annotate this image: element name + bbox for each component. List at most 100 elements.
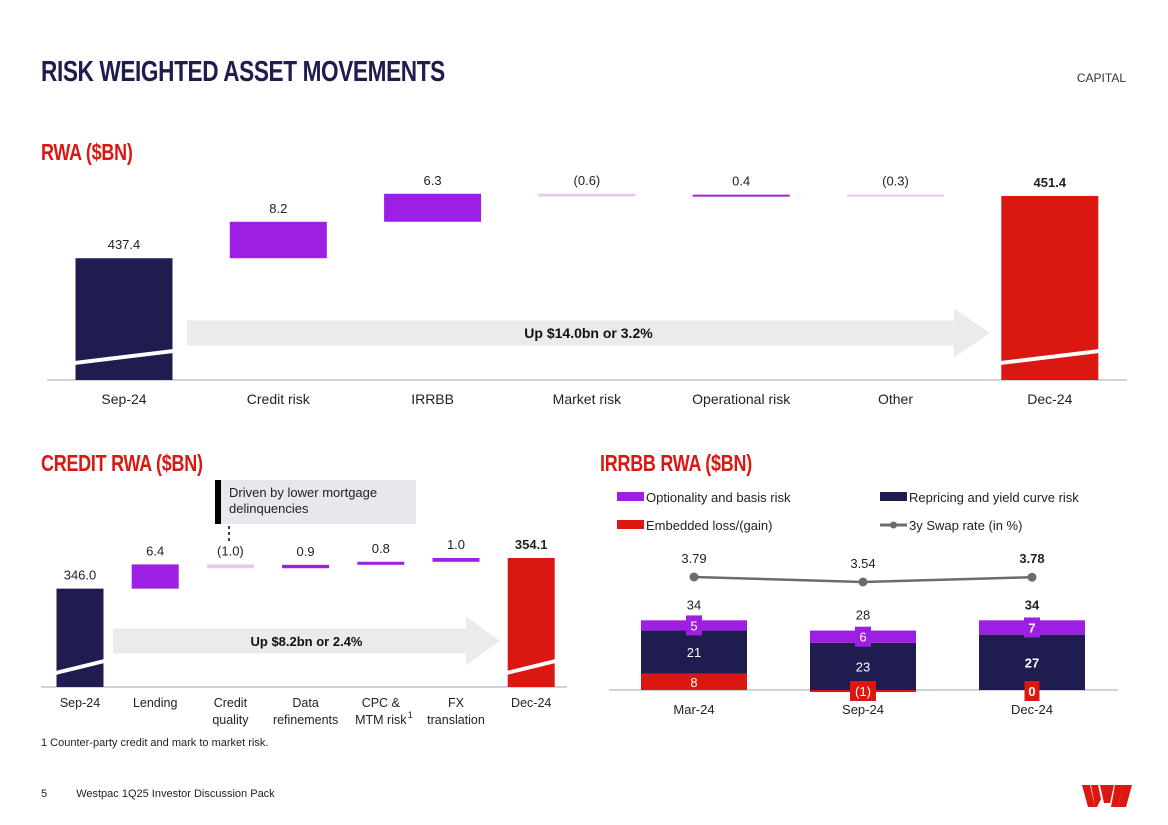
axis-break: [506, 659, 556, 675]
swap-rate-point: [858, 577, 868, 587]
repricing-bar: [979, 634, 1085, 690]
data-label: 451.4: [1034, 175, 1067, 190]
data-label: 0.8: [372, 541, 390, 556]
waterfall-bar: [847, 194, 944, 197]
embedded-label-box: [1024, 681, 1040, 701]
legend-swatch: [880, 492, 907, 501]
category-label: translation: [427, 713, 485, 727]
swap-rate-point: [689, 572, 699, 582]
growth-arrow: [187, 308, 990, 358]
footnote-marker: 1: [408, 710, 413, 720]
rwa-chart-title: RWA ($BN): [41, 139, 133, 165]
embedded-label: 8: [690, 675, 697, 690]
category-label: Sep-24: [101, 391, 146, 407]
waterfall-bar: [282, 564, 330, 569]
data-label: 437.4: [108, 237, 141, 252]
credit-quality-callout: Driven by lower mortgage delinquencies: [215, 480, 416, 524]
optionality-label: 6: [859, 630, 866, 645]
waterfall-bar: [56, 588, 104, 687]
category-label: MTM risk: [355, 713, 407, 727]
data-label: 6.3: [424, 173, 442, 188]
optionality-bar: [979, 620, 1085, 635]
axis-break: [74, 349, 174, 365]
legend-swatch: [617, 492, 644, 501]
section-label: CAPITAL: [1076, 71, 1126, 85]
embedded-loss-bar: [641, 673, 747, 690]
category-label: IRRBB: [411, 391, 454, 407]
category-label: Market risk: [553, 391, 622, 407]
category-label: quality: [212, 713, 249, 727]
waterfall-bar: [357, 561, 405, 565]
growth-annotation: Up $14.0bn or 3.2%: [524, 325, 653, 341]
category-label: Operational risk: [692, 391, 791, 407]
embedded-label-box: [850, 681, 876, 701]
waterfall-bar: [206, 564, 254, 569]
category-label: Dec-24: [511, 696, 551, 710]
repricing-label: 23: [856, 659, 870, 674]
data-label: (0.3): [882, 174, 909, 189]
repricing-label: 27: [1025, 655, 1039, 670]
repricing-bar: [641, 630, 747, 674]
credit-rwa-chart-title: CREDIT RWA ($BN): [41, 450, 203, 476]
swap-rate-line: [693, 575, 1033, 584]
embedded-gain-bar: [810, 690, 916, 693]
optionality-label-box: [1024, 617, 1040, 638]
legend-label: 3y Swap rate (in %): [909, 518, 1022, 533]
swap-rate-label: 3.79: [681, 551, 706, 566]
waterfall-bar: [432, 558, 480, 562]
westpac-logo-icon: [1082, 785, 1132, 807]
category-label: Credit: [214, 696, 248, 710]
optionality-label-box: [686, 615, 702, 636]
waterfall-bar: [692, 194, 790, 197]
category-label: Other: [878, 391, 913, 407]
data-label: 8.2: [269, 201, 287, 216]
optionality-bar: [810, 630, 916, 643]
waterfall-bar: [75, 258, 173, 380]
swap-rate-label: 3.54: [850, 556, 875, 571]
page-title: RISK WEIGHTED ASSET MOVEMENTS: [41, 56, 445, 88]
waterfall-bar: [507, 558, 555, 687]
optionality-label: 5: [690, 618, 697, 633]
data-label: 0.9: [297, 544, 315, 559]
growth-arrow: [113, 616, 500, 666]
data-label: (1.0): [217, 543, 244, 558]
embedded-label: (1): [855, 684, 871, 699]
footer-text: Westpac 1Q25 Investor Discussion Pack: [76, 788, 275, 800]
axis-break: [1000, 349, 1100, 365]
waterfall-bar: [538, 193, 636, 197]
swap-rate-label: 3.78: [1019, 551, 1044, 566]
optionality-bar: [641, 620, 747, 631]
legend-label: Optionality and basis risk: [646, 490, 791, 505]
swap-rate-point: [1027, 572, 1037, 582]
waterfall-bar: [1001, 196, 1099, 380]
category-label: Sep-24: [842, 702, 884, 717]
footer: 5 Westpac 1Q25 Investor Discussion Pack: [41, 788, 301, 800]
data-label: (0.6): [574, 173, 601, 188]
legend-label: Embedded loss/(gain): [646, 518, 772, 533]
irrbb-rwa-chart-title: IRRBB RWA ($BN): [600, 450, 752, 476]
axis-break: [55, 659, 105, 675]
data-label: 0.4: [732, 174, 750, 189]
total-label: 28: [856, 608, 870, 623]
legend-swatch: [617, 520, 644, 529]
total-label: 34: [687, 597, 701, 612]
waterfall-bar: [384, 193, 482, 222]
total-label: 34: [1025, 597, 1040, 612]
category-label: CPC &: [362, 696, 401, 710]
legend-label: Repricing and yield curve risk: [909, 490, 1079, 505]
category-label: Mar-24: [673, 702, 714, 717]
optionality-label-box: [855, 626, 871, 647]
data-label: 354.1: [515, 537, 548, 552]
data-label: 6.4: [146, 543, 164, 558]
category-label: Data: [292, 696, 318, 710]
category-label: Dec-24: [1027, 391, 1072, 407]
footnote: 1 Counter-party credit and mark to marke…: [41, 737, 269, 749]
embedded-label: 0: [1028, 684, 1035, 699]
repricing-bar: [810, 642, 916, 690]
category-label: refinements: [273, 713, 338, 727]
data-label: 1.0: [447, 537, 465, 552]
category-label: FX: [448, 696, 465, 710]
category-label: Lending: [133, 696, 178, 710]
category-label: Sep-24: [60, 696, 100, 710]
